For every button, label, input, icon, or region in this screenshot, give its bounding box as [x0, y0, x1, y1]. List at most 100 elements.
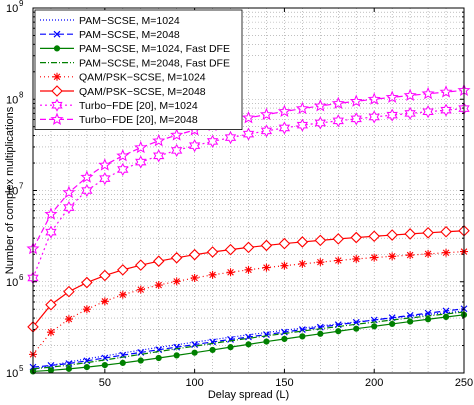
data-point [46, 328, 55, 337]
data-point [386, 108, 398, 122]
data-point [242, 127, 255, 141]
x-tick-label: 50 [99, 377, 111, 389]
data-point [45, 225, 57, 239]
data-point [153, 149, 165, 163]
data-point [349, 94, 363, 107]
data-point [63, 201, 75, 215]
data-point [227, 336, 234, 343]
data-point [134, 140, 148, 154]
data-point [371, 323, 378, 330]
data-point [170, 143, 183, 157]
data-point [206, 134, 219, 148]
data-point [440, 103, 452, 117]
data-point [51, 98, 63, 112]
y-axis-label: Number of complex multiplications [4, 106, 16, 274]
data-point [422, 227, 434, 239]
data-point [370, 253, 379, 262]
data-point [117, 162, 129, 177]
legend-entry: PAM−SCSE, M=2048 [40, 29, 180, 41]
x-tick-label: 150 [275, 377, 293, 389]
data-point [388, 252, 397, 261]
y-tick-label: 10 8 [6, 90, 24, 106]
data-point [80, 170, 94, 183]
series [27, 102, 470, 285]
legend-entry: QAM/PSK−SCSE, M=2048 [40, 85, 206, 98]
data-point [263, 338, 270, 345]
data-point [314, 234, 327, 247]
series [32, 310, 465, 370]
data-point [227, 344, 234, 351]
data-point [62, 185, 76, 199]
legend-entry: PAM−SCSE, M=1024, Fast DFE [40, 43, 230, 55]
data-point [245, 341, 252, 348]
data-point [53, 72, 61, 81]
data-point [281, 335, 288, 343]
data-point [406, 251, 415, 260]
legend-entry: PAM−SCSE, M=1024 [40, 15, 180, 27]
data-point [331, 96, 345, 109]
data-point [404, 106, 416, 120]
data-point [241, 111, 256, 124]
data-point [173, 352, 180, 359]
data-point [260, 124, 273, 138]
legend-label: PAM−SCSE, M=2048, Fast DFE [79, 57, 230, 69]
series-line [32, 310, 465, 370]
data-point [442, 307, 450, 315]
data-point [99, 269, 111, 282]
series-layer [26, 83, 471, 375]
data-point [208, 270, 217, 279]
data-point [242, 241, 255, 254]
data-point [332, 233, 345, 245]
y-tick-label: 10 5 [6, 364, 24, 380]
series [29, 311, 468, 375]
data-point [424, 249, 433, 258]
y-tick-label: 10 7 [6, 182, 24, 198]
data-point [64, 315, 73, 324]
data-point [83, 364, 90, 371]
data-point [50, 112, 64, 125]
data-point [296, 236, 309, 248]
data-point [224, 243, 237, 256]
data-point [352, 254, 361, 263]
data-point [206, 246, 219, 258]
data-point [386, 229, 398, 241]
y-tick-label-exponent: 5 [19, 364, 24, 373]
data-point [440, 225, 452, 238]
y-tick-label-exponent: 9 [19, 0, 24, 8]
y-tick-label: 10 6 [6, 273, 24, 289]
x-tick-label: 250 [455, 377, 473, 389]
data-point [439, 85, 453, 98]
y-tick-label: 10 9 [6, 0, 24, 15]
data-point [368, 230, 380, 243]
data-point [313, 99, 327, 112]
data-point [81, 276, 93, 289]
data-point [262, 263, 271, 272]
legend-entry: Turbo−FDE [20], M=2048 [40, 112, 198, 126]
data-point [51, 85, 63, 97]
legend-box [34, 9, 243, 130]
data-point [101, 362, 108, 369]
data-point [53, 30, 61, 38]
data-point [224, 131, 237, 145]
data-point [170, 128, 184, 141]
data-point [116, 148, 130, 162]
y-tick-label-base: 10 [6, 94, 18, 106]
axis-ticks [33, 8, 465, 374]
data-point [277, 104, 291, 117]
data-point [295, 101, 309, 115]
series-line [32, 311, 465, 370]
series [29, 247, 468, 359]
data-point [407, 318, 414, 325]
data-point [191, 349, 198, 356]
y-tick-label-exponent: 7 [19, 182, 24, 191]
data-point [442, 313, 450, 321]
y-tick-label-exponent: 6 [19, 273, 24, 282]
data-point [226, 268, 235, 277]
data-point [209, 346, 216, 354]
data-point [278, 121, 291, 135]
data-point [47, 367, 55, 374]
data-point [81, 183, 93, 198]
data-point [299, 333, 306, 340]
data-point [422, 105, 434, 119]
data-point [191, 341, 199, 348]
